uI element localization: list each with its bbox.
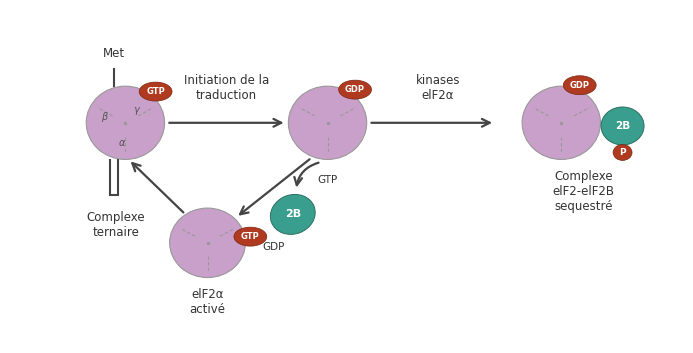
Text: 2B: 2B bbox=[285, 209, 301, 220]
Ellipse shape bbox=[613, 145, 632, 160]
Text: α: α bbox=[119, 138, 125, 148]
Text: GTP: GTP bbox=[317, 175, 337, 185]
Text: P: P bbox=[620, 148, 626, 157]
Ellipse shape bbox=[522, 86, 600, 160]
Ellipse shape bbox=[170, 208, 245, 277]
Text: GDP: GDP bbox=[570, 81, 590, 90]
Ellipse shape bbox=[234, 227, 267, 246]
Ellipse shape bbox=[601, 107, 644, 145]
Text: Initiation de la
traduction: Initiation de la traduction bbox=[184, 74, 269, 102]
Text: β: β bbox=[100, 112, 107, 122]
Ellipse shape bbox=[339, 80, 371, 99]
Text: GTP: GTP bbox=[241, 232, 260, 241]
Ellipse shape bbox=[86, 86, 164, 160]
Text: GDP: GDP bbox=[345, 85, 365, 94]
Ellipse shape bbox=[563, 76, 596, 95]
Text: 2B: 2B bbox=[615, 121, 630, 131]
Text: GDP: GDP bbox=[263, 242, 285, 252]
Text: Complexe
ternaire: Complexe ternaire bbox=[87, 211, 146, 239]
Text: Complexe
elF2-elF2B
sequestré: Complexe elF2-elF2B sequestré bbox=[552, 170, 615, 213]
Ellipse shape bbox=[288, 86, 367, 160]
Ellipse shape bbox=[270, 195, 315, 234]
Ellipse shape bbox=[139, 82, 172, 101]
Text: Met: Met bbox=[103, 47, 125, 60]
Text: γ: γ bbox=[134, 105, 139, 115]
Text: elF2α
activé: elF2α activé bbox=[189, 288, 225, 316]
Text: GTP: GTP bbox=[146, 87, 165, 96]
Text: kinases
elF2α: kinases elF2α bbox=[416, 74, 460, 102]
